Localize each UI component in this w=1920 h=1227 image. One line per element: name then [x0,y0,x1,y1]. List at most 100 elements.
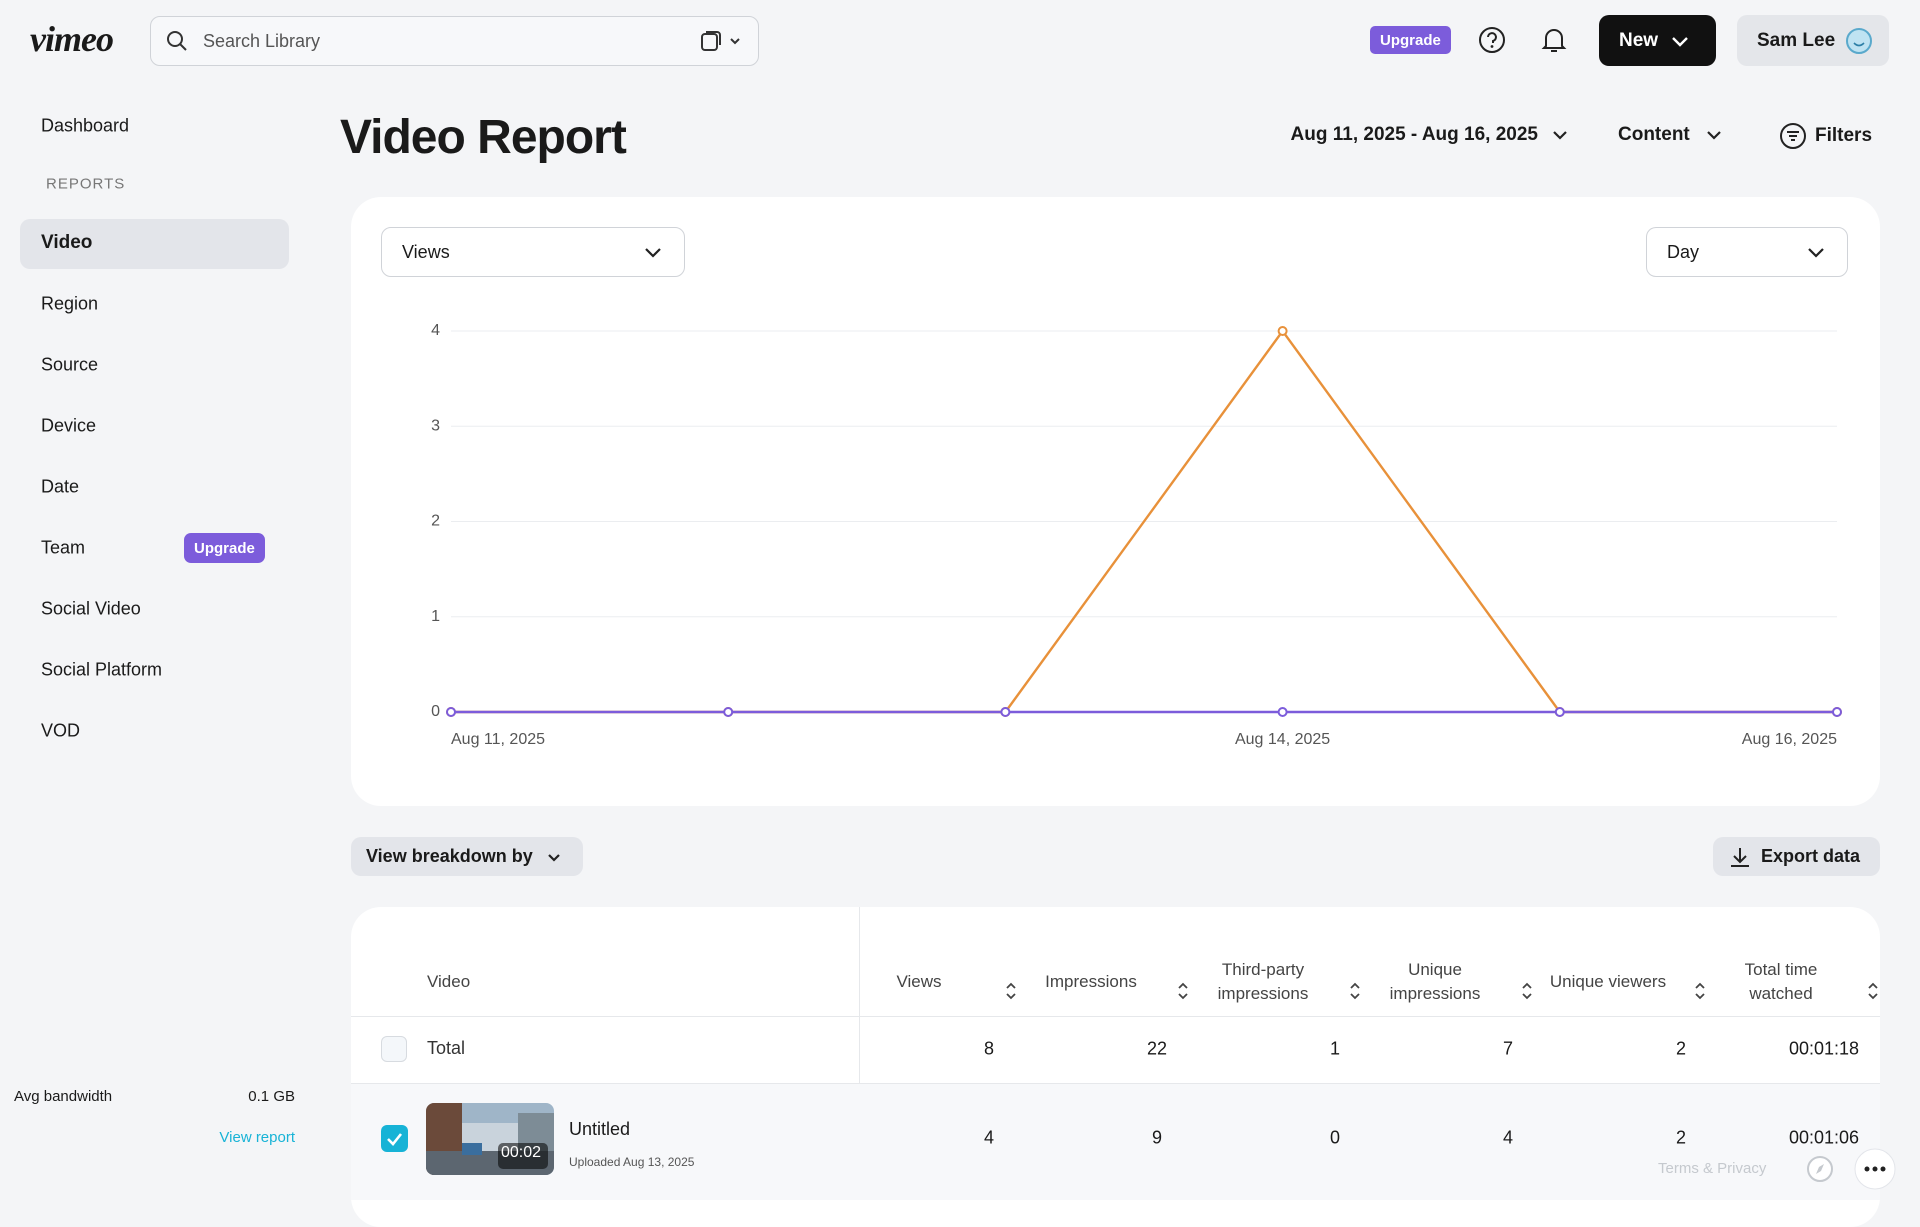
sort-icon[interactable] [1521,982,1533,1000]
video-duration: 00:02 [501,1144,542,1161]
user-menu[interactable]: Sam Lee [1737,15,1889,66]
table-cell: 0 [1329,1127,1341,1148]
x-tick-label: Aug 14, 2025 [1235,731,1330,748]
chevron [1553,131,1567,140]
nav-item[interactable]: Source [41,354,99,375]
nav-dashboard[interactable]: Dashboard [41,115,130,136]
date-range: Aug 11, 2025 - Aug 16, 2025 [1290,124,1538,145]
column-header[interactable]: Unique viewers [1549,972,1667,991]
view-report-link[interactable]: View report [219,1129,295,1146]
filters-icon [1780,123,1806,149]
nav-item[interactable]: Social Video [41,598,141,619]
new-label: New [1619,29,1659,51]
library-toggle[interactable] [700,29,744,53]
column-header[interactable]: Views [896,972,942,991]
checkbox-checked[interactable] [381,1125,408,1152]
interval-label: Day [1667,241,1700,262]
data-point [446,707,456,717]
data-point [1277,326,1288,336]
nav-selected-bg [20,219,289,269]
new-button[interactable]: New [1599,15,1716,66]
nav-item[interactable]: Team [41,537,86,558]
nav-item[interactable]: Region [41,293,99,314]
sort-icon[interactable] [1005,982,1017,1000]
bandwidth-label: Avg bandwidth [14,1088,113,1105]
terms-link[interactable]: Terms & Privacy [1658,1160,1767,1177]
row-divider [351,1016,1880,1017]
column-header[interactable]: Total time watched [1744,960,1818,1003]
checkbox[interactable] [381,1036,407,1062]
nav-item[interactable]: VOD [41,720,81,741]
x-tick-label: Aug 11, 2025 [451,731,545,748]
bandwidth-value: 0.1 GB [248,1088,295,1105]
filters-button[interactable]: Filters [1779,122,1872,150]
table-cell: 1 [1329,1038,1341,1059]
video-title[interactable]: Untitled [569,1119,631,1139]
more-button[interactable] [1854,1148,1896,1190]
filters-label: Filters [1815,125,1873,146]
nav-item[interactable]: Device [41,415,97,436]
content-picker[interactable]: Content [1618,124,1724,146]
sort-icon[interactable] [1694,982,1706,1000]
user-name: Sam Lee [1757,29,1836,51]
sort-icon[interactable] [1867,982,1879,1000]
chevron [1672,36,1688,47]
y-tick-label: 2 [431,513,440,530]
table-cell: 00:01:18 [1788,1038,1860,1059]
page-title: Video Report [340,111,627,164]
nav-item[interactable]: Social Platform [41,659,163,680]
help-icon[interactable] [1478,26,1506,54]
sort-arrows [1522,982,1532,1000]
data-point [723,707,734,717]
column-header[interactable]: Third-party impressions [1217,960,1309,1003]
search-box[interactable]: Search Library [150,16,759,66]
export-button[interactable]: Export data [1713,837,1880,876]
chevron [1808,248,1824,258]
sort-icon[interactable] [1177,982,1189,1000]
data-point [1000,707,1011,717]
notifications-icon[interactable] [1540,26,1568,54]
column-divider [859,907,860,1200]
chevron [1706,131,1721,140]
table-cell: 2 [1675,1127,1687,1148]
app: vimeo Search Library Upgrade New Sam Lee… [14,15,1896,1227]
search-icon [167,31,187,51]
x-tick-label: Aug 16, 2025 [1742,731,1837,748]
interval-dropdown[interactable]: Day [1646,227,1848,277]
table-cell: 7 [1502,1038,1514,1059]
video-thumbnail[interactable] [426,1103,554,1175]
table-cell: 4 [1502,1127,1514,1148]
page: {"header": {"logo": "vimeo", "search_pla… [14,15,1896,1227]
column-header[interactable]: Unique impressions [1389,960,1481,1003]
data-point [1277,707,1288,717]
nav-item[interactable]: Date [41,476,80,497]
upgrade-badge[interactable]: Upgrade [1370,26,1451,54]
metric-dropdown[interactable]: Views [381,227,685,277]
table-cell: 22 [1146,1038,1168,1059]
team-upgrade-badge[interactable]: Upgrade [184,533,265,563]
sort-arrows [1695,982,1705,1000]
table-cell: 8 [983,1038,995,1059]
total-label: Total [427,1038,466,1058]
sort-arrows [1350,982,1360,1000]
column-header[interactable]: Impressions [1045,972,1137,991]
line-chart: 0 1 2 3 4 Aug 11, 2025 Aug 14, 2025 Aug 16, 202… [431,322,1842,748]
download-icon [1731,847,1749,867]
sort-arrows [1178,982,1188,1000]
sort-icon[interactable] [1349,982,1361,1000]
chevron [547,853,560,862]
nav-item[interactable]: Video [41,232,93,253]
column-header: Video [427,972,471,991]
compass-icon[interactable] [1806,1155,1834,1183]
logo[interactable]: vimeo [30,19,114,59]
date-range-picker[interactable]: Aug 11, 2025 - Aug 16, 2025 [1291,124,1570,146]
avatar [1846,27,1873,54]
breakdown-label: View breakdown by [366,846,533,866]
row-divider [351,1083,1880,1084]
chart-card [351,197,1880,806]
content-label: Content [1618,124,1690,145]
metric-label: Views [402,241,450,262]
search-placeholder: Search Library [203,30,321,51]
breakdown-button[interactable]: View breakdown by [351,837,583,876]
table-cell: 4 [983,1127,995,1148]
